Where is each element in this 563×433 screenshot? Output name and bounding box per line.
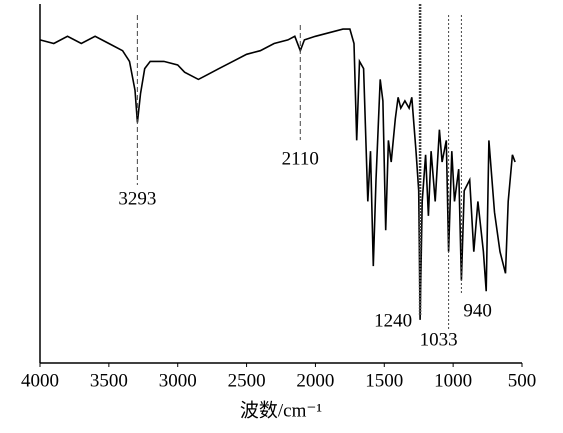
- x-axis-title: 波数/cm⁻¹: [240, 399, 323, 421]
- spectrum-line: [39, 28, 516, 320]
- x-tick-label: 3500: [90, 370, 128, 391]
- x-tick-label: 500: [508, 370, 537, 391]
- annotation-label: 1033: [420, 329, 458, 350]
- x-tick-label: 2500: [228, 370, 266, 391]
- x-tick-label: 1500: [365, 370, 403, 391]
- annotation-label: 1240: [374, 310, 412, 331]
- annotation-label: 2110: [282, 148, 319, 169]
- x-tick-label: 4000: [21, 370, 59, 391]
- x-tick-label: 1000: [434, 370, 472, 391]
- annotation-label: 3293: [118, 188, 156, 209]
- x-tick-label: 2000: [296, 370, 334, 391]
- annotation-label: 940: [463, 300, 492, 321]
- x-tick-label: 3000: [159, 370, 197, 391]
